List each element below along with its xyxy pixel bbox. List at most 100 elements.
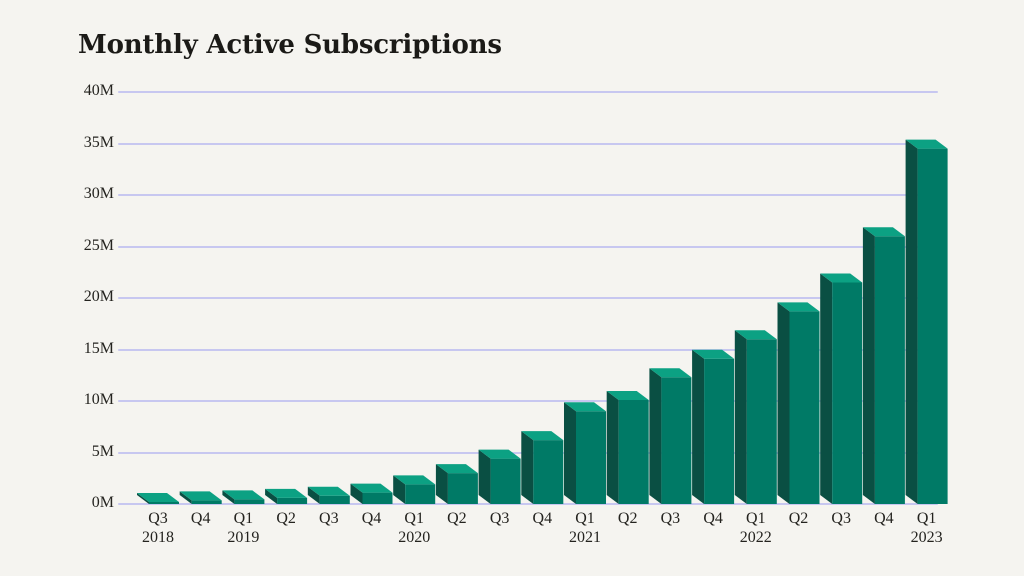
gridline-30M — [118, 194, 938, 196]
bar-top-face — [734, 330, 777, 340]
y-axis-tick-label-30M: 30M — [83, 185, 114, 202]
y-axis-tick-label-25M: 25M — [83, 237, 114, 254]
bar-q3-2019 — [307, 486, 350, 504]
x-axis-year-label-2022: 2022 — [739, 529, 772, 546]
bar-side-face — [862, 227, 875, 504]
bar-top-face — [692, 349, 735, 359]
bar-q2-2019 — [265, 488, 308, 504]
bar-front-face — [234, 499, 265, 504]
gridline-0M — [118, 503, 938, 505]
bar-front-face — [362, 492, 393, 504]
bar-q3-2021 — [649, 368, 692, 504]
bar-q4-2020 — [521, 431, 564, 504]
bar-top-face — [179, 491, 222, 501]
bar-side-face — [179, 491, 192, 504]
x-axis-tick-label-q1-2019: Q1 — [233, 510, 254, 527]
bar-front-face — [405, 484, 436, 504]
bar-side-face — [606, 390, 619, 504]
y-axis-tick-label-40M: 40M — [83, 82, 114, 99]
bar-front-face — [447, 473, 478, 504]
y-axis-tick-label-0M: 0M — [91, 494, 114, 511]
y-axis-tick-label-15M: 15M — [83, 340, 114, 357]
bar-side-face — [905, 139, 918, 504]
bar-top-face — [435, 464, 478, 474]
x-axis-tick-label-q1-2021: Q1 — [575, 510, 595, 527]
x-axis-tick-label-q3-2019: Q3 — [319, 510, 339, 527]
x-axis-tick-label-q1-2022: Q1 — [746, 510, 766, 527]
x-axis-year-label-2020: 2020 — [398, 529, 431, 546]
bar-q1-2019 — [222, 490, 265, 504]
bar-q3-2020 — [478, 449, 521, 504]
bar-top-face — [649, 368, 692, 378]
bar-side-face — [393, 475, 406, 504]
x-axis-tick-label-q4-2022: Q4 — [874, 510, 894, 527]
bar-q3-2022 — [820, 273, 863, 504]
x-axis-tick-label-q2-2022: Q2 — [788, 510, 809, 527]
bar-side-face — [350, 483, 363, 504]
bar-top-face — [564, 402, 606, 412]
bar-top-face — [222, 490, 265, 500]
bar-front-face — [277, 497, 308, 504]
bar-top-face — [905, 139, 948, 149]
bar-top-face — [777, 302, 820, 312]
x-axis-year-label-2021: 2021 — [569, 529, 601, 546]
gridline-35M — [118, 143, 938, 145]
bar-front-face — [746, 339, 777, 504]
x-axis-tick-label-q2-2019: Q2 — [276, 510, 296, 527]
gridline-20M — [118, 297, 938, 299]
bar-side-face — [564, 402, 576, 504]
bar-side-face — [649, 368, 662, 504]
y-axis-tick-label-5M: 5M — [91, 443, 114, 460]
bar-top-face — [137, 492, 179, 502]
bar-q1-2022 — [734, 330, 777, 504]
bar-q4-2018 — [179, 491, 222, 504]
gridline-10M — [118, 400, 938, 402]
x-axis-tick-label-q1-2023: Q1 — [916, 510, 937, 527]
bar-top-face — [307, 486, 350, 496]
x-axis-year-label-2018: 2018 — [142, 529, 174, 546]
bar-front-face — [789, 311, 820, 504]
bar-top-face — [521, 431, 564, 441]
x-axis-tick-label-q2-2020: Q2 — [447, 510, 467, 527]
x-axis-tick-label-q3-2020: Q3 — [489, 510, 510, 527]
bar-side-face — [435, 464, 448, 504]
bar-top-face — [478, 449, 521, 459]
bar-side-face — [521, 431, 534, 504]
x-axis-tick-label-q3-2022: Q3 — [831, 510, 851, 527]
bar-side-face — [137, 492, 149, 504]
bar-side-face — [820, 273, 833, 504]
x-axis-tick-label-q3-2018: Q3 — [148, 510, 168, 527]
bar-top-face — [820, 273, 863, 283]
x-axis-tick-label-q4-2019: Q4 — [361, 510, 382, 527]
bar-side-face — [692, 349, 705, 504]
gridline-15M — [118, 349, 938, 351]
bar-front-face — [576, 411, 606, 504]
gridline-25M — [118, 246, 938, 248]
bar-front-face — [661, 377, 692, 504]
bar-front-face — [832, 282, 863, 504]
y-axis-tick-label-35M: 35M — [83, 134, 114, 151]
bar-side-face — [734, 330, 747, 504]
bar-side-face — [222, 490, 235, 504]
bar-q2-2021 — [606, 390, 649, 504]
bar-front-face — [917, 148, 948, 504]
bar-q3-2018 — [137, 492, 179, 504]
bar-top-face — [606, 390, 649, 400]
bar-q1-2023 — [905, 139, 948, 504]
bar-front-face — [191, 500, 222, 504]
bar-side-face — [478, 449, 491, 504]
x-axis-tick-label-q4-2021: Q4 — [703, 510, 723, 527]
bar-top-face — [862, 227, 905, 237]
bar-front-face — [149, 501, 179, 504]
bar-front-face — [618, 399, 649, 504]
bar-top-face — [350, 483, 393, 493]
bar-front-face — [874, 236, 905, 504]
bar-q4-2019 — [350, 483, 393, 504]
bar-side-face — [777, 302, 790, 504]
x-axis-tick-label-q4-2020: Q4 — [532, 510, 553, 527]
bar-front-face — [704, 358, 735, 504]
bar-front-face — [490, 458, 521, 504]
bar-front-face — [533, 440, 564, 504]
